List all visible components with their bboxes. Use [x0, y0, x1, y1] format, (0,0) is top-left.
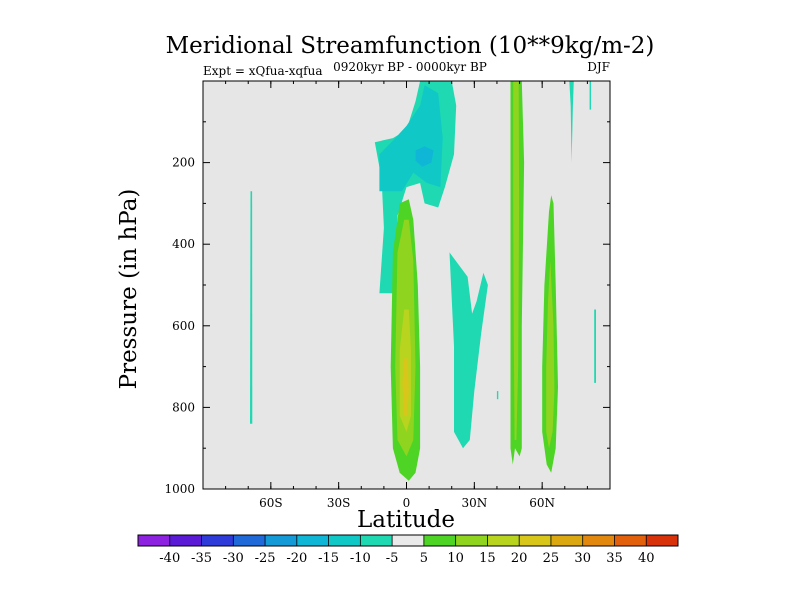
colorbar-swatch	[519, 535, 552, 546]
colorbar-frame	[137, 534, 679, 547]
axis-ticks: 60S 30S 0 30N 60N 200 400 600 800 1000	[164, 81, 610, 510]
y-tick-label: 800	[172, 400, 195, 414]
subtropical-neg-speck	[496, 391, 499, 400]
northern-edge-cell	[589, 81, 591, 110]
colorbar-swatch	[201, 535, 234, 546]
upper-tropical-neg-core	[415, 146, 434, 167]
colorbar-label: 25	[543, 551, 560, 566]
colorbar-swatch	[296, 535, 329, 546]
colorbar-label: 5	[420, 551, 428, 566]
southern-weak-cell	[250, 191, 253, 424]
colorbar-label: 40	[638, 551, 655, 566]
colorbar-swatch	[423, 535, 456, 546]
chart-title: Meridional Streamfunction (10**9kg/m-2)	[166, 33, 655, 59]
colorbar-label: -5	[386, 551, 399, 566]
y-axis-label: Pressure (in hPa)	[116, 189, 142, 390]
colorbar-swatch	[360, 535, 393, 546]
colorbar-label: 15	[479, 551, 496, 566]
colorbar-swatch	[233, 535, 266, 546]
colorbar-label: 35	[606, 551, 623, 566]
colorbar-swatch	[614, 535, 647, 546]
colorbar-swatch	[169, 535, 202, 546]
colorbar-swatch	[487, 535, 520, 546]
colorbar-label: -40	[159, 551, 180, 566]
colorbar-label: 10	[447, 551, 464, 566]
x-tick-label: 30S	[327, 496, 351, 510]
y-tick-label: 600	[172, 319, 195, 333]
colorbar-label: -25	[255, 551, 276, 566]
colorbar-label: -30	[223, 551, 244, 566]
y-tick-label: 400	[172, 237, 195, 251]
colorbar-swatch	[646, 535, 679, 546]
northern-weak-cell	[594, 309, 596, 383]
season-label: DJF	[587, 60, 610, 74]
contour-fills	[250, 81, 596, 481]
x-tick-label: 30N	[461, 496, 487, 510]
tropical-pos-peak	[402, 358, 409, 416]
colorbar-label: 30	[574, 551, 591, 566]
colorbar-swatch	[455, 535, 488, 546]
colorbar-swatch	[138, 535, 171, 546]
high-lat-pos-column-inner	[546, 260, 555, 449]
colorbar-label: 20	[511, 551, 528, 566]
colorbar-label: -20	[286, 551, 307, 566]
colorbar-label: -35	[191, 551, 212, 566]
high-lat-neg-strip	[569, 81, 574, 163]
colorbar-swatch	[265, 535, 298, 546]
upper-tropical-neg-inner	[379, 85, 443, 192]
x-tick-label: 60S	[259, 496, 283, 510]
colorbar-swatch	[328, 535, 361, 546]
colorbar-swatch	[392, 535, 425, 546]
colorbar-label: -10	[350, 551, 371, 566]
midlat-pos-column-inner	[513, 81, 520, 440]
colorbar-swatch	[550, 535, 583, 546]
period-label: 0920kyr BP - 0000kyr BP	[333, 60, 487, 74]
colorbar: -40 -35 -30 -25 -20 -15 -10 -5 5 10 15 20 25 30 35 40	[137, 534, 679, 566]
x-axis-label: Latitude	[357, 507, 455, 533]
y-tick-label: 1000	[164, 482, 195, 496]
y-tick-label: 200	[172, 156, 195, 170]
x-tick-label: 0	[403, 496, 411, 510]
x-tick-label: 60N	[529, 496, 555, 510]
colorbar-label: -15	[318, 551, 339, 566]
experiment-label: Expt = xQfua-xqfua	[203, 64, 322, 78]
plot-area: 60S 30S 0 30N 60N 200 400 600 800 1000	[164, 80, 611, 510]
colorbar-swatch	[582, 535, 615, 546]
subtropical-neg-cell	[449, 252, 488, 449]
